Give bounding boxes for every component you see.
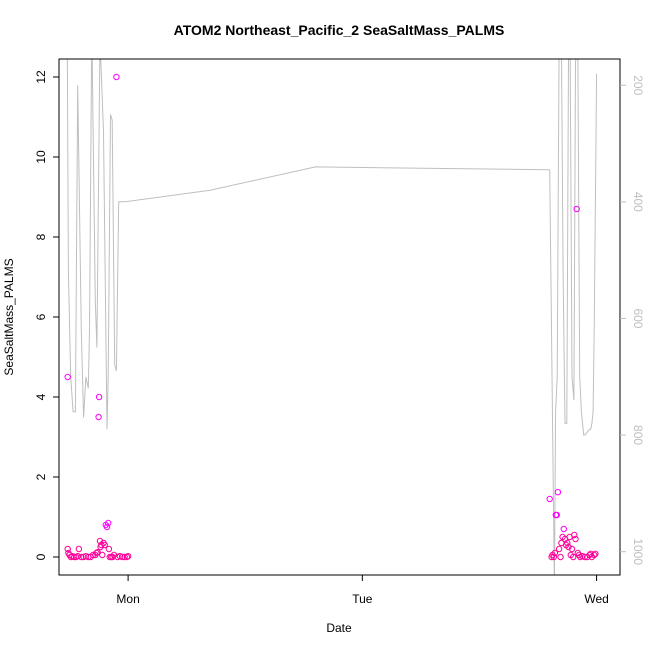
data-point bbox=[571, 531, 578, 539]
data-point bbox=[101, 541, 108, 549]
data-point bbox=[75, 545, 83, 553]
data-point bbox=[113, 73, 120, 81]
data-point bbox=[105, 519, 112, 527]
data-point bbox=[110, 551, 118, 559]
data-point bbox=[555, 545, 563, 553]
data-point bbox=[557, 553, 564, 561]
data-point bbox=[119, 553, 126, 561]
data-point bbox=[64, 545, 71, 553]
altitude-line bbox=[66, 59, 598, 575]
y-tick-label: 10 bbox=[34, 150, 48, 164]
data-point bbox=[103, 523, 111, 531]
data-point bbox=[64, 373, 71, 381]
x-tick-label: Mon bbox=[116, 592, 139, 606]
data-point bbox=[565, 543, 572, 551]
y-tick-label: 8 bbox=[34, 233, 48, 240]
data-point bbox=[572, 535, 579, 543]
data-point bbox=[96, 537, 104, 545]
data-point bbox=[560, 525, 567, 533]
data-point bbox=[89, 551, 97, 559]
data-point bbox=[546, 495, 553, 503]
plot-frame bbox=[58, 58, 621, 576]
y-tick-label: 0 bbox=[34, 553, 48, 560]
data-point bbox=[99, 551, 106, 559]
y2-tick-label: 200 bbox=[631, 75, 645, 95]
y2-tick-label: 1000 bbox=[631, 538, 645, 565]
y-tick-label: 12 bbox=[34, 70, 48, 84]
data-point bbox=[95, 393, 103, 401]
plot-area: 0 2 4 6 8 10 12 200 400 600 800 1000 Mon Tue Wed bbox=[34, 58, 645, 606]
data-point bbox=[587, 550, 594, 557]
data-point bbox=[78, 553, 85, 561]
data-point bbox=[550, 553, 558, 561]
data-point bbox=[570, 553, 577, 561]
data-point bbox=[71, 553, 78, 561]
x-tick-label: Wed bbox=[584, 592, 608, 606]
data-point bbox=[121, 553, 128, 561]
data-point bbox=[124, 553, 132, 560]
data-point bbox=[551, 549, 559, 557]
data-point bbox=[95, 413, 102, 421]
data-point bbox=[592, 550, 599, 557]
y2-tick-label: 400 bbox=[631, 192, 645, 212]
data-point bbox=[568, 545, 576, 553]
data-point bbox=[93, 549, 100, 557]
y2-tick-label: 800 bbox=[631, 425, 645, 445]
y-axis-label: SeaSaltMass_PALMS bbox=[2, 258, 16, 375]
y-tick-label: 4 bbox=[34, 393, 48, 400]
x-axis-label: Date bbox=[326, 621, 352, 635]
data-point bbox=[123, 553, 131, 561]
data-point bbox=[554, 489, 562, 496]
data-point bbox=[94, 549, 101, 556]
y-tick-label: 2 bbox=[34, 473, 48, 480]
y2-tick-label: 600 bbox=[631, 308, 645, 328]
y-tick-label: 6 bbox=[34, 313, 48, 320]
data-point bbox=[74, 553, 81, 560]
data-point bbox=[573, 205, 580, 213]
x-tick-label: Tue bbox=[352, 592, 373, 606]
data-point bbox=[553, 511, 560, 519]
data-point bbox=[564, 539, 571, 547]
data-point bbox=[105, 545, 113, 553]
data-point bbox=[98, 541, 105, 549]
chart-title: ATOM2 Northeast_Pacific_2 SeaSaltMass_PA… bbox=[174, 22, 505, 38]
data-point bbox=[591, 551, 598, 559]
